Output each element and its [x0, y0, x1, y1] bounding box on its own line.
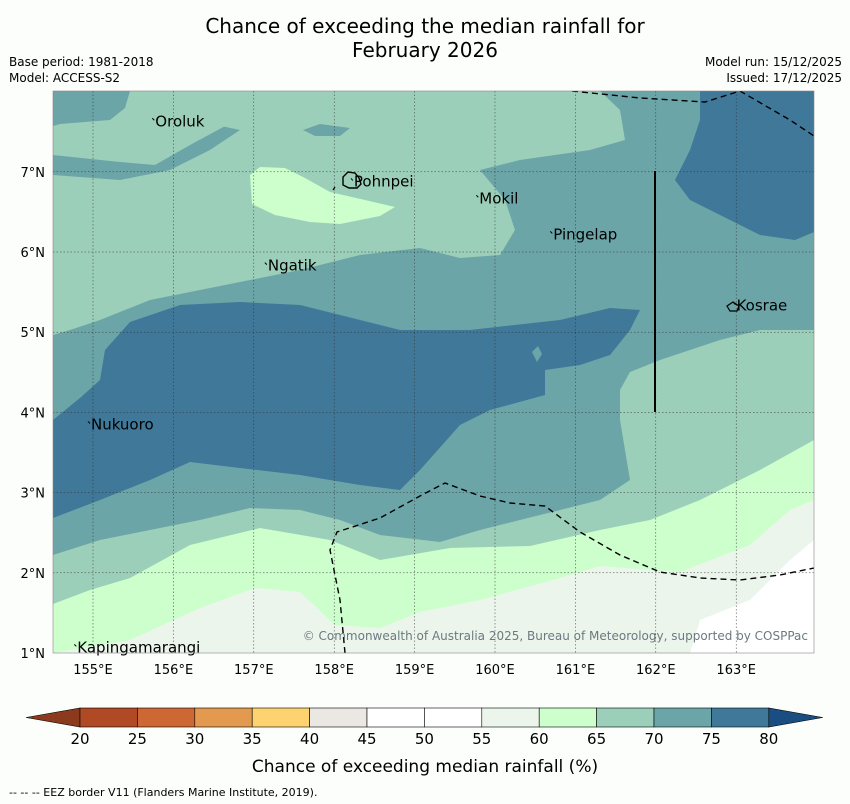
place-marker — [475, 194, 479, 198]
colorbar-tick-label: 25 — [128, 730, 147, 748]
band-60-65-patch — [250, 167, 395, 224]
map-title: Chance of exceeding the median rainfall … — [0, 14, 850, 62]
lon-tick-label: 160°E — [475, 663, 515, 678]
title-line-2: February 2026 — [352, 38, 498, 62]
band-75-80 — [53, 302, 640, 518]
longitude-labels: 155°E 156°E 157°E 158°E 159°E 160°E 161°E 162°E… — [73, 663, 756, 678]
base-period-text: Base period: 1981-2018 — [9, 55, 154, 69]
map-frame — [52, 90, 815, 654]
colorbar-label: Chance of exceeding median rainfall (%) — [252, 757, 598, 777]
lon-tick-label: 163°E — [716, 663, 756, 678]
model-run-text: Model run: 15/12/2025 — [704, 55, 842, 69]
colorbar-tick-label: 30 — [185, 730, 204, 748]
colorbar-tick-label: 50 — [415, 730, 434, 748]
colorbar-segment — [711, 707, 770, 728]
graticule — [53, 91, 814, 653]
lon-tick-label: 156°E — [154, 663, 194, 678]
lon-tick-label: 158°E — [314, 663, 354, 678]
place-marker — [264, 262, 268, 265]
copyright-text: © Commonwealth of Australia 2025, Bureau… — [303, 629, 808, 643]
place-label: Pohnpei — [354, 172, 414, 190]
lon-tick-label: 155°E — [73, 663, 113, 678]
colorbar-segment — [309, 707, 368, 728]
colorbar-tick-label: 80 — [759, 730, 778, 748]
pohnpei-island-outline — [342, 171, 362, 189]
lon-tick-label: 159°E — [395, 663, 435, 678]
lat-tick-label: 1°N — [21, 647, 46, 662]
eez-south — [329, 482, 814, 653]
forecast-map-area — [53, 91, 814, 653]
colorbar-segment — [194, 707, 253, 728]
colorbar-under-triangle — [25, 707, 81, 728]
lon-tick-label: 161°E — [556, 663, 596, 678]
lat-tick-label: 4°N — [21, 406, 46, 421]
eez-legend-note: -- -- -- EEZ border V11 (Flanders Marine… — [9, 786, 318, 799]
place-label: Kosrae — [737, 297, 788, 315]
lat-tick-label: 5°N — [21, 326, 46, 341]
colorbar-tick-label: 70 — [644, 730, 663, 748]
issued-text: Issued: 17/12/2025 — [726, 71, 842, 85]
place-label: Mokil — [479, 189, 518, 207]
colorbar-tick-label: 35 — [243, 730, 262, 748]
place-marker — [549, 231, 553, 234]
colorbar-segment — [366, 707, 425, 728]
place-label: Nukuoro — [91, 415, 154, 433]
colorbar-segment — [538, 707, 597, 728]
colorbar-over-triangle — [768, 707, 823, 728]
colorbar-segment — [251, 707, 310, 728]
colorbar-tick-label: 60 — [530, 730, 549, 748]
title-line-1: Chance of exceeding the median rainfall … — [205, 14, 645, 38]
model-text: Model: ACCESS-S2 — [9, 71, 121, 85]
colorbar-tick-label: 55 — [472, 730, 491, 748]
band-70-75-notch — [532, 346, 542, 362]
lon-tick-label: 162°E — [636, 663, 676, 678]
place-labels: Oroluk Pohnpei Mokil Pingelap Ngatik Kosrae Nu… — [73, 112, 788, 656]
place-marker — [350, 178, 354, 181]
place-marker — [87, 421, 91, 424]
lon-tick-label: 157°E — [234, 663, 274, 678]
meta-right: Model run: 15/12/2025 Issued: 17/12/2025 — [705, 54, 842, 86]
colorbar-tick-label: 75 — [702, 730, 721, 748]
latitude-labels: 1°N 2°N 3°N 4°N 5°N 6°N 7°N — [21, 166, 46, 662]
pohnpei-islet — [332, 186, 336, 191]
lat-tick-label: 6°N — [21, 246, 46, 261]
place-marker — [73, 644, 77, 647]
lat-tick-label: 7°N — [21, 166, 46, 181]
colorbar-tick-label: 45 — [357, 730, 376, 748]
eez-border — [329, 91, 814, 653]
colorbar-tick-label: 65 — [587, 730, 606, 748]
place-label: Pingelap — [553, 225, 617, 243]
eez-north — [571, 91, 814, 137]
kosrae-island-outline — [726, 301, 740, 312]
place-label: Ngatik — [268, 257, 317, 275]
band-55-60 — [53, 500, 814, 653]
colorbar-tick-label: 40 — [300, 730, 319, 748]
colorbar-segment — [424, 707, 483, 728]
band-70-75-islet — [303, 124, 350, 136]
colorbar-segment — [481, 707, 540, 728]
meta-left: Base period: 1981-2018 Model: ACCESS-S2 — [9, 54, 154, 86]
band-75-80-ne — [675, 91, 814, 240]
lat-tick-label: 3°N — [21, 487, 46, 502]
lat-tick-label: 2°N — [21, 567, 46, 582]
place-marker — [733, 302, 736, 306]
place-marker — [151, 117, 155, 121]
colorbar-tick-label: 20 — [70, 730, 89, 748]
colorbar-segment — [137, 707, 196, 728]
band-50-55 — [690, 540, 814, 653]
place-label: Oroluk — [155, 112, 204, 130]
place-label: Kapingamarangi — [77, 638, 200, 656]
colorbar-segment — [653, 707, 712, 728]
colorbar-segment — [596, 707, 655, 728]
colorbar-segment — [79, 707, 138, 728]
colorbar: 20 25 30 35 40 45 50 55 60 65 70 75 80 — [25, 707, 823, 748]
